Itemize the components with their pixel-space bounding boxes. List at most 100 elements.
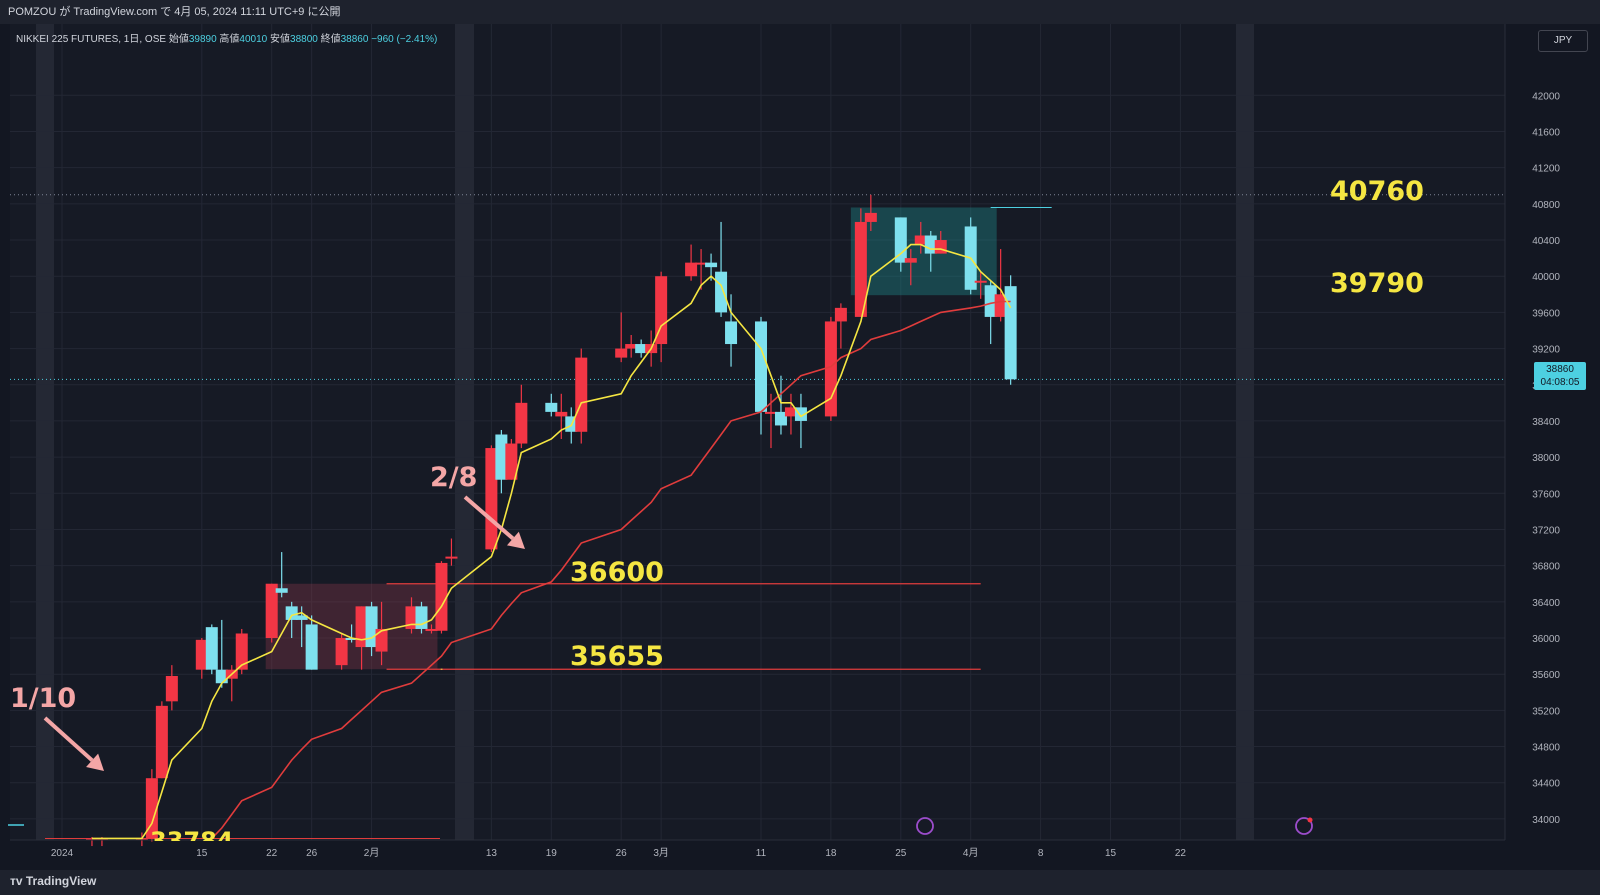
grid [10, 24, 1505, 840]
candle-body [784, 407, 797, 417]
dividend-icon [1295, 817, 1313, 835]
y-tick-label: 36800 [1532, 562, 1560, 573]
candlestick-chart[interactable]: 34000 34400 34800 35200 35600 36000 36400 36800… [0, 24, 1600, 870]
candle-body [235, 633, 248, 670]
candle-body [715, 271, 728, 313]
x-tick-label: 26 [616, 848, 628, 859]
close-value: 38860 [340, 34, 369, 45]
y-tick-label: 34400 [1532, 779, 1560, 790]
arrow-1-10-head [86, 753, 104, 771]
candle-body [834, 307, 847, 322]
weekend-shade [1236, 24, 1254, 840]
low-label: 安値 [270, 34, 291, 45]
candle-body [764, 411, 777, 414]
y-tick-label: 38400 [1532, 417, 1560, 428]
candle-body [95, 838, 108, 841]
y-tick-label: 37200 [1532, 525, 1560, 536]
candle-body [85, 838, 98, 841]
x-tick-label: 22 [1175, 848, 1187, 859]
tradingview-logo[interactable]: ᴛᴠ TradingView [10, 874, 96, 888]
x-tick-label: 19 [546, 848, 558, 859]
ma-fast-line [92, 243, 1012, 840]
candle-body [435, 562, 448, 631]
candle-body [295, 615, 308, 620]
x-tick-label: 15 [196, 848, 208, 859]
candle-body [974, 280, 987, 283]
y-tick-label: 40400 [1532, 236, 1560, 247]
y-tick-label: 39200 [1532, 345, 1560, 356]
candle-body [625, 344, 638, 349]
candle-body [695, 262, 708, 265]
open-value: 39890 [188, 34, 217, 45]
ohlc-legend: NIKKEI 225 FUTURES, 1日, OSE 始値39890 高値40… [16, 30, 437, 45]
candle-body [794, 407, 807, 421]
candle-body [914, 235, 927, 245]
candle-body [904, 258, 917, 263]
annotation-35655: 35655 [570, 641, 664, 672]
candle-body [615, 348, 628, 358]
alert-dot-icon [1307, 817, 1313, 823]
annotation-date-1-10: 1/10 [10, 683, 77, 714]
candle-body [135, 838, 148, 841]
published-header: POMZOU が TradingView.com で 4月 05, 2024 1… [0, 0, 1600, 24]
weekend-shade [455, 24, 474, 840]
brand-name: TradingView [25, 874, 97, 888]
candle-body [655, 276, 668, 345]
tv-mark-icon: ᴛᴠ [10, 874, 26, 888]
candle-body [345, 638, 358, 641]
x-tick-label: 13 [486, 848, 498, 859]
candle-body [415, 606, 428, 629]
y-tick-label: 34800 [1532, 743, 1560, 754]
candle-body [205, 627, 218, 670]
candle-body [195, 639, 208, 670]
candle-body [725, 321, 738, 345]
candle-body [275, 588, 288, 593]
candle-body [165, 675, 178, 702]
candle-body [285, 606, 298, 620]
price-axis-area [1505, 24, 1600, 840]
candle-body [155, 705, 168, 779]
annotation-36600: 36600 [570, 557, 664, 588]
candle-body [984, 285, 997, 317]
annotation-arrows [43, 495, 525, 771]
candle-body [265, 583, 278, 639]
arrow-2-8-shaft [463, 495, 515, 541]
candle-body [824, 321, 837, 417]
candle-body [545, 402, 558, 412]
footer-bar [0, 870, 1600, 895]
y-tick-label: 41600 [1532, 127, 1560, 138]
candle-body [994, 294, 1007, 317]
candle-body [635, 344, 648, 354]
x-tick-label: 3月 [653, 847, 669, 859]
candle-body [755, 321, 767, 412]
candle-body [774, 411, 787, 426]
y-tick-label: 39600 [1532, 308, 1560, 319]
x-tick-label: 2024 [51, 848, 74, 859]
x-tick-label: 15 [1105, 848, 1117, 859]
low-value: 38800 [290, 34, 318, 45]
x-tick-label: 2月 [364, 847, 380, 859]
y-tick-label: 36000 [1532, 634, 1560, 645]
event-icons [8, 817, 1313, 835]
candle-body [305, 624, 318, 670]
event-icon [916, 817, 934, 835]
x-tick-label: 26 [306, 848, 318, 859]
plot-background [0, 24, 1600, 870]
x-tick-label: 22 [266, 848, 278, 859]
y-tick-label: 36400 [1532, 598, 1560, 609]
high-value: 40010 [239, 34, 268, 45]
arrow-1-10-shaft [43, 716, 94, 762]
x-tick-label: 4月 [963, 847, 979, 859]
close-label: 終値 [320, 34, 341, 45]
open-label: 始値 [168, 34, 189, 45]
currency-button[interactable]: JPY [1538, 30, 1588, 52]
y-tick-label: 40800 [1532, 200, 1560, 211]
annotation-39790: 39790 [1330, 268, 1424, 299]
weekend-shade [36, 24, 54, 840]
bar-countdown: 04:08:05 [1540, 377, 1580, 388]
arrow-2-8-head [507, 531, 525, 549]
candle-body [515, 402, 528, 444]
y-tick-label: 38000 [1532, 453, 1560, 464]
candle-body [555, 411, 568, 417]
y-tick-label: 41200 [1532, 164, 1560, 175]
